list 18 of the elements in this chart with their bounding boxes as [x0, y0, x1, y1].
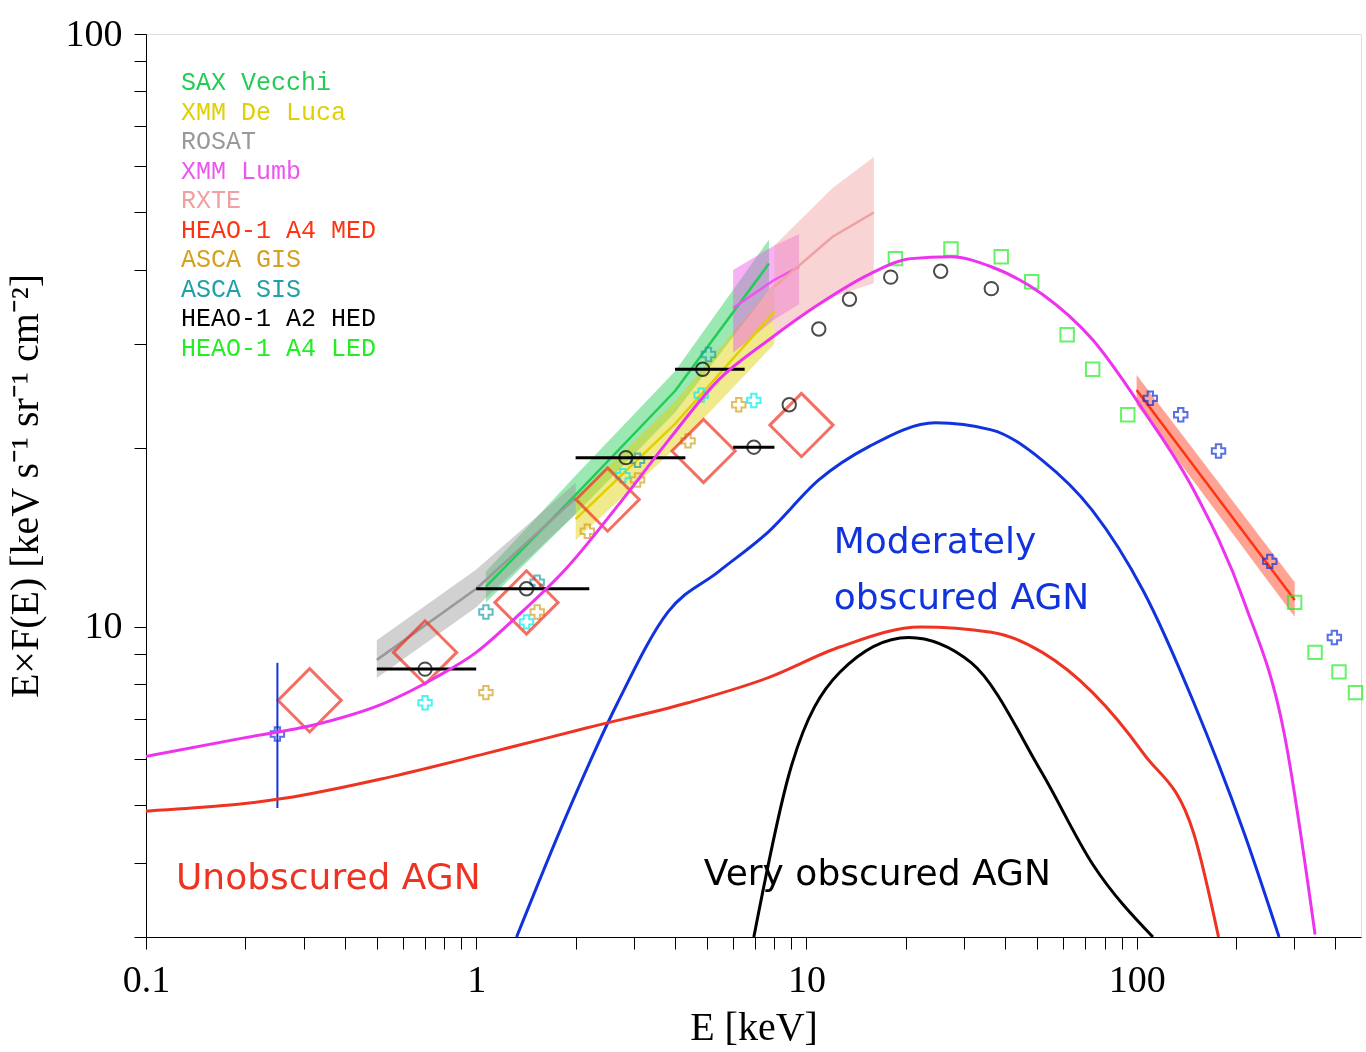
- text: ROSAT: [181, 128, 257, 157]
- text: ASCA SIS: [181, 275, 302, 305]
- text: HEAO-1 A4 LED: [181, 334, 377, 364]
- y-axis-title: E×F(E) [keV s⁻¹ sr⁻¹ cm⁻²]: [1, 273, 47, 699]
- text: SAX Vecchi: [181, 69, 332, 98]
- x-axis-title: E [keV]: [690, 1003, 818, 1049]
- series-label: Unobscured AGN: [176, 856, 481, 898]
- text: XMM De Luca: [181, 98, 347, 128]
- series-label: Moderately obscured AGN: [833, 519, 1090, 617]
- text: XMM Lumb: [181, 157, 302, 187]
- x-tick-label: 0.1: [122, 957, 171, 1000]
- x-tick-label: 1: [467, 957, 487, 1000]
- x-tick-label: 100: [1108, 957, 1166, 1000]
- x-tick-label: 10: [787, 957, 826, 1000]
- text: HEAO-1 A4 MED: [181, 216, 377, 246]
- text: ASCA GIS: [181, 246, 302, 275]
- text: HEAO-1 A2 HED: [181, 305, 377, 334]
- text: RXTE: [181, 187, 242, 216]
